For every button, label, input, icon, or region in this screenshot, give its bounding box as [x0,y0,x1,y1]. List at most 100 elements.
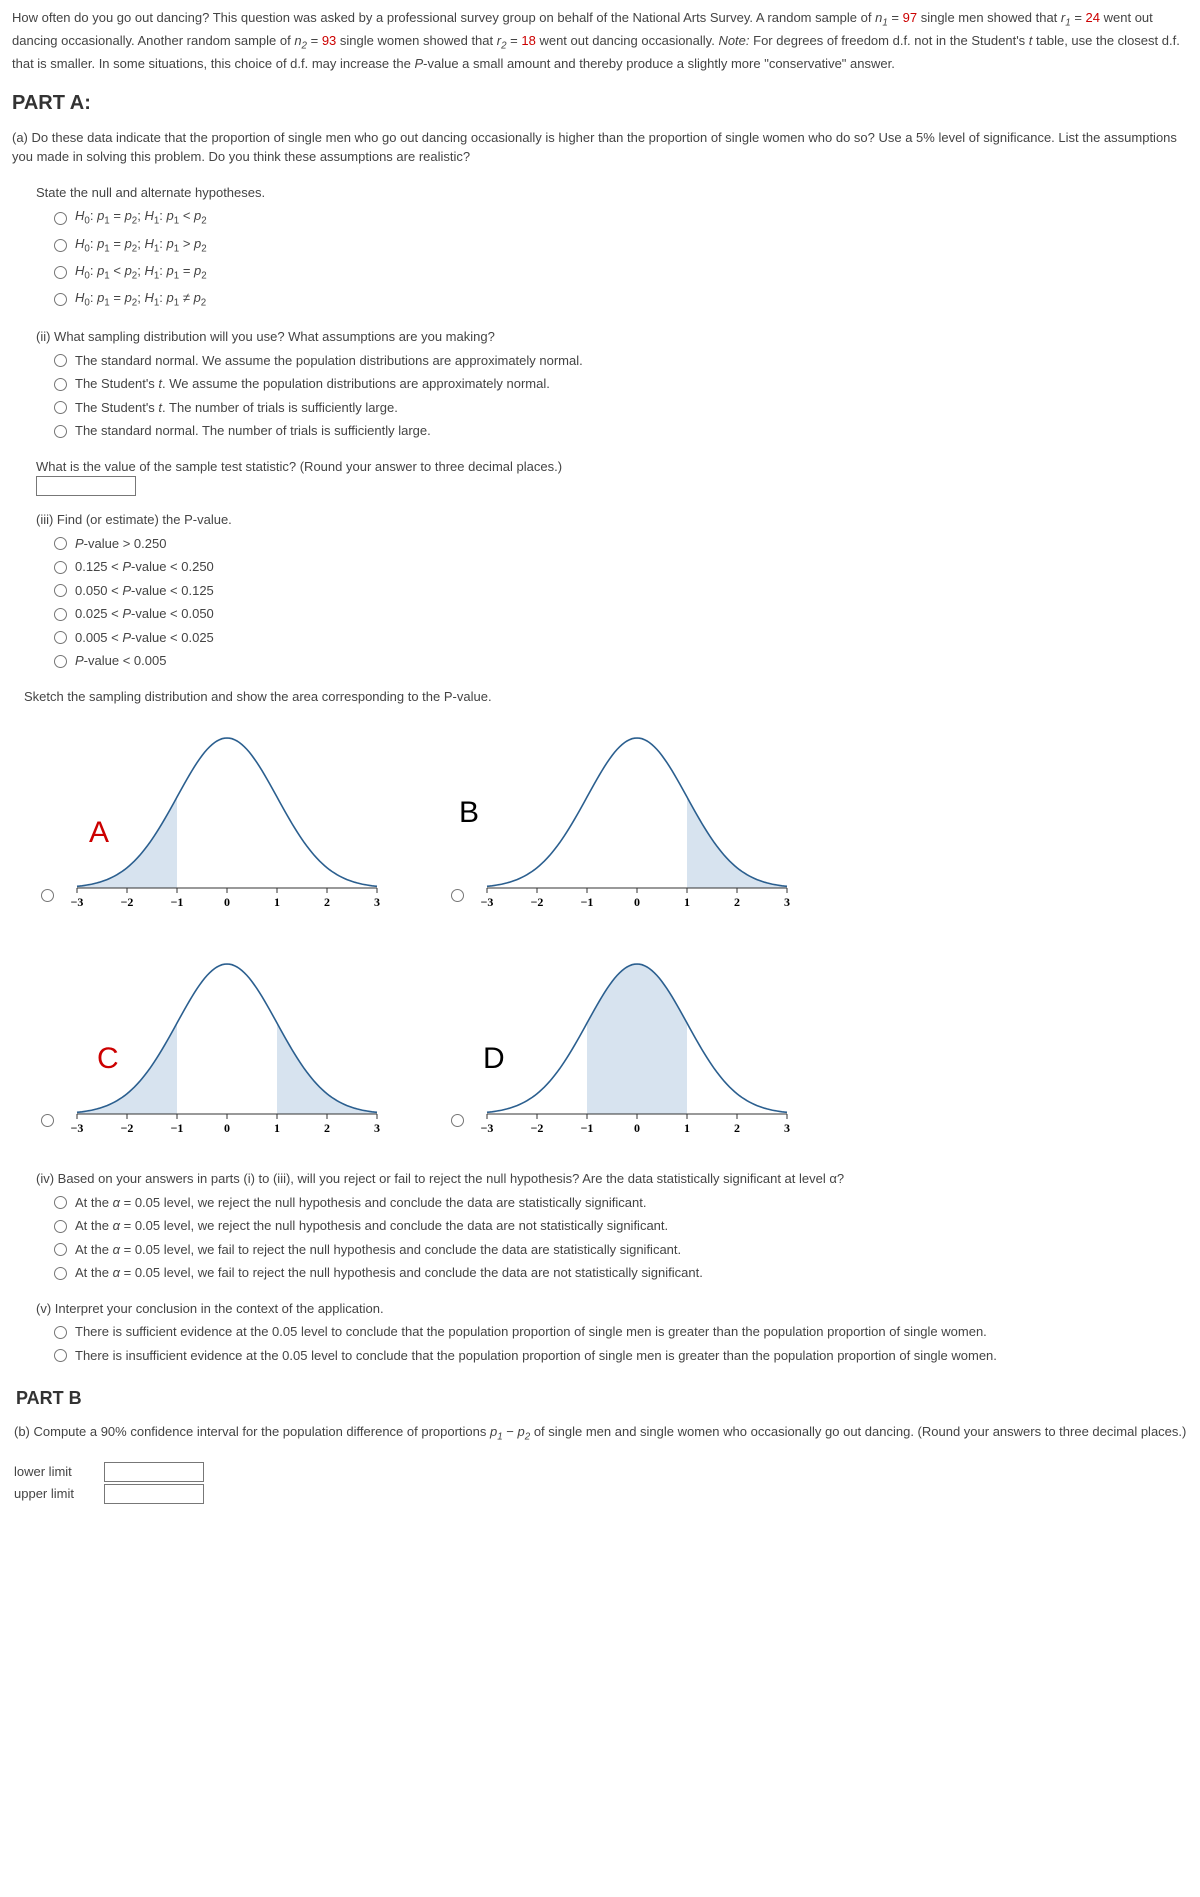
pval-option-2[interactable] [54,584,67,597]
plot-cell-C: −3−2−10123C [36,956,406,1142]
conc-label-0: At the α = 0.05 level, we reject the nul… [75,1193,646,1213]
conc-option-0[interactable] [54,1196,67,1209]
svg-text:2: 2 [734,1121,740,1135]
part-a-question: (a) Do these data indicate that the prop… [12,128,1188,167]
conclusion-title: (iv) Based on your answers in parts (i) … [36,1169,1188,1189]
conc-option-2[interactable] [54,1243,67,1256]
part-a-heading: PART A: [12,88,1188,118]
n1-value: 97 [903,10,917,25]
plot-cell-A: −3−2−10123A [36,730,406,916]
plot-option-D[interactable] [451,1114,464,1127]
pval-label-4: 0.005 < P-value < 0.025 [75,628,214,648]
svg-text:−1: −1 [171,895,184,909]
lower-limit-row: lower limit [14,1462,1188,1482]
dist-label-0: The standard normal. We assume the popul… [75,351,583,371]
pval-option-1[interactable] [54,561,67,574]
pval-option-5[interactable] [54,655,67,668]
svg-text:−2: −2 [531,1121,544,1135]
upper-limit-row: upper limit [14,1484,1188,1504]
dist-option-0[interactable] [54,354,67,367]
test-statistic-question: What is the value of the sample test sta… [36,457,1188,477]
svg-text:2: 2 [324,895,330,909]
svg-text:1: 1 [684,1121,690,1135]
plot-option-A[interactable] [41,889,54,902]
dist-option-2[interactable] [54,401,67,414]
conc-option-1[interactable] [54,1220,67,1233]
hypothesis-option-2[interactable] [54,266,67,279]
dist-option-1[interactable] [54,378,67,391]
interp-label-1: There is insufficient evidence at the 0.… [75,1346,997,1366]
plot-label-D: D [483,1036,505,1081]
hypotheses-block: State the null and alternate hypotheses.… [36,183,1188,313]
svg-text:2: 2 [324,1121,330,1135]
svg-text:−2: −2 [531,895,544,909]
plot-cell-D: −3−2−10123D [446,956,816,1142]
pvalue-title: (iii) Find (or estimate) the P-value. [36,510,1188,530]
svg-text:3: 3 [784,1121,790,1135]
pval-option-4[interactable] [54,631,67,644]
svg-text:0: 0 [634,895,640,909]
r2-value: 18 [521,33,535,48]
hypothesis-label-1: H0: p1 = p2; H1: p1 > p2 [75,234,207,257]
distribution-title: (ii) What sampling distribution will you… [36,327,1188,347]
svg-text:2: 2 [734,895,740,909]
svg-text:−3: −3 [481,895,494,909]
pval-option-3[interactable] [54,608,67,621]
test-statistic-input[interactable] [36,476,136,496]
plot-option-B[interactable] [451,889,464,902]
hypothesis-option-0[interactable] [54,212,67,225]
upper-limit-input[interactable] [104,1484,204,1504]
svg-text:3: 3 [784,895,790,909]
pval-label-0: P-value > 0.250 [75,534,166,554]
r2-symbol: r2 [497,33,507,48]
hypothesis-label-0: H0: p1 = p2; H1: p1 < p2 [75,206,207,229]
hypothesis-label-2: H0: p1 < p2; H1: p1 = p2 [75,261,207,284]
svg-text:3: 3 [374,895,380,909]
hypothesis-option-3[interactable] [54,293,67,306]
intro-text: How often do you go out dancing? This qu… [12,10,875,25]
plot-A: −3−2−10123A [67,730,387,916]
svg-text:1: 1 [684,895,690,909]
dist-option-3[interactable] [54,425,67,438]
intro-paragraph: How often do you go out dancing? This qu… [12,8,1188,74]
n2-value: 93 [322,33,336,48]
dist-label-1: The Student's t. We assume the populatio… [75,374,550,394]
lower-limit-input[interactable] [104,1462,204,1482]
plot-option-C[interactable] [41,1114,54,1127]
r1-symbol: r1 [1061,10,1071,25]
conc-label-1: At the α = 0.05 level, we reject the nul… [75,1216,668,1236]
n2-symbol: n2 [294,33,307,48]
svg-text:0: 0 [634,1121,640,1135]
svg-text:3: 3 [374,1121,380,1135]
plot-cell-B: −3−2−10123B [446,730,816,916]
hypothesis-option-1[interactable] [54,239,67,252]
svg-text:−2: −2 [121,1121,134,1135]
upper-limit-label: upper limit [14,1484,94,1504]
svg-text:1: 1 [274,895,280,909]
pval-label-5: P-value < 0.005 [75,651,166,671]
interpret-block: (v) Interpret your conclusion in the con… [36,1299,1188,1368]
plot-label-C: C [97,1036,119,1081]
r1-value: 24 [1086,10,1100,25]
plot-B: −3−2−10123B [477,730,797,916]
interp-option-1[interactable] [54,1349,67,1362]
svg-text:−1: −1 [171,1121,184,1135]
note-label: Note: [718,33,749,48]
conc-label-3: At the α = 0.05 level, we fail to reject… [75,1263,703,1283]
svg-text:−3: −3 [481,1121,494,1135]
interpret-title: (v) Interpret your conclusion in the con… [36,1299,1188,1319]
pval-label-1: 0.125 < P-value < 0.250 [75,557,214,577]
conc-option-3[interactable] [54,1267,67,1280]
part-b-question: (b) Compute a 90% confidence interval fo… [14,1422,1188,1445]
conclusion-block: (iv) Based on your answers in parts (i) … [36,1169,1188,1285]
plot-label-B: B [459,790,479,835]
svg-text:−3: −3 [71,1121,84,1135]
pval-option-0[interactable] [54,537,67,550]
svg-text:0: 0 [224,895,230,909]
n1-symbol: n1 [875,10,888,25]
svg-text:0: 0 [224,1121,230,1135]
pval-label-2: 0.050 < P-value < 0.125 [75,581,214,601]
interp-option-0[interactable] [54,1326,67,1339]
distribution-block: (ii) What sampling distribution will you… [36,327,1188,443]
test-statistic-block: What is the value of the sample test sta… [36,457,1188,497]
